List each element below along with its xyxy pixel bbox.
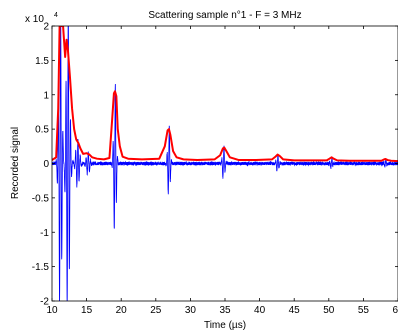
x-tick-label: 20 (116, 305, 128, 316)
x-axis-label: Time (µs) (204, 320, 246, 331)
x-tick-label: 50 (323, 305, 335, 316)
x-tick-label: 45 (289, 305, 301, 316)
y-tick-label: 2 (43, 22, 49, 33)
y-tick-label: 1 (43, 90, 49, 101)
y-axis-label: Recorded signal (10, 127, 21, 199)
x-tick-label: 30 (185, 305, 197, 316)
y-tick-label: -0.5 (32, 193, 50, 204)
series-layer (52, 26, 398, 301)
chart-title: Scattering sample n°1 - F = 3 MHz (148, 10, 301, 21)
x-tick-label: 15 (81, 305, 93, 316)
series-envelope-line (52, 26, 398, 163)
y-tick-label: -1 (40, 228, 49, 239)
ticks: 10 15 20 25 30 35 40 45 50 55 60 -2 -1.5 -1 -0.5 0 0.5 1 1… (32, 22, 398, 316)
y-tick-label: -2 (40, 297, 49, 308)
x-tick-label: 40 (254, 305, 266, 316)
x-tick-label: 55 (358, 305, 370, 316)
y-exponent-power: 4 (54, 12, 58, 19)
y-tick-label: 0.5 (35, 125, 49, 136)
series-signal-line (52, 26, 398, 301)
x-tick-label: 25 (150, 305, 162, 316)
y-tick-label: 1.5 (35, 56, 49, 67)
y-exponent-base: x 10 (25, 14, 44, 25)
y-exponent-label: x 10 4 (25, 12, 58, 25)
x-tick-label: 35 (219, 305, 231, 316)
y-tick-label: 0 (43, 159, 49, 170)
x-tick-label: 60 (392, 305, 398, 316)
x-tick-label: 10 (46, 305, 58, 316)
y-tick-label: -1.5 (32, 262, 50, 273)
